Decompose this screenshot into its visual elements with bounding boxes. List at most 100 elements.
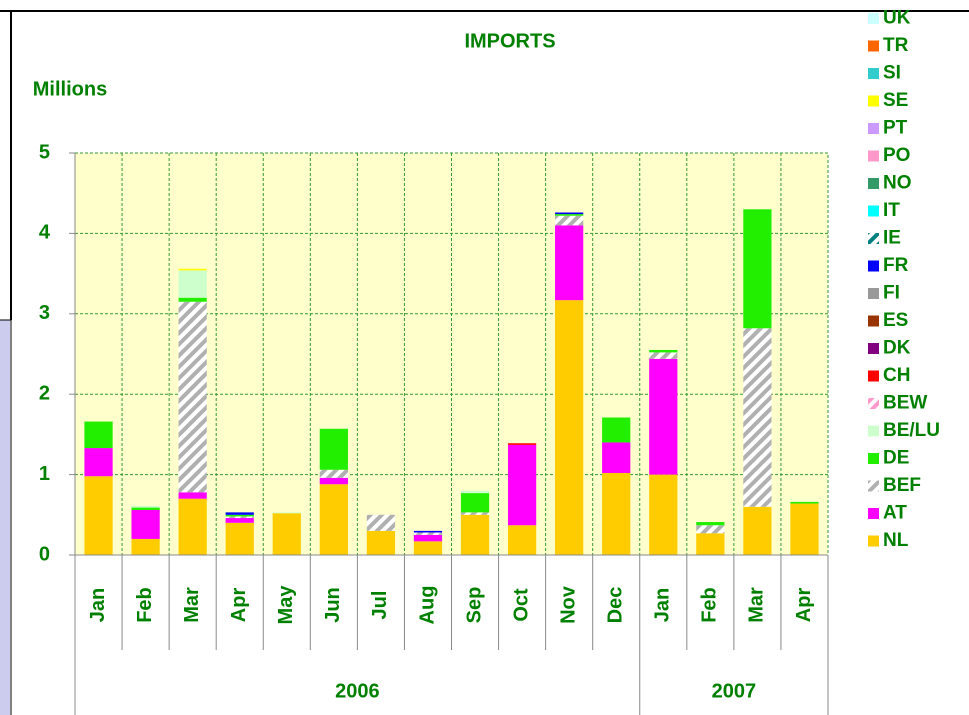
bar-segment (555, 212, 584, 215)
bar-segment (696, 522, 725, 526)
chart-title: IMPORTS (464, 30, 555, 52)
legend-label: BE/LU (883, 420, 940, 441)
x-tick-label: Mar (746, 587, 768, 623)
legend-swatch (868, 425, 879, 437)
x-tick-label: Nov (557, 585, 579, 624)
bar-segment (790, 503, 819, 555)
legend-swatch (868, 508, 879, 519)
bar-segment (131, 507, 160, 510)
bar-segment (743, 506, 772, 555)
legend-label: NL (883, 530, 909, 551)
legend-label: DK (883, 338, 911, 359)
bar-segment (460, 490, 490, 494)
bar-segment (743, 328, 772, 507)
legend-swatch (868, 343, 879, 354)
x-tick-label: Jan (652, 588, 674, 622)
bar-segment (649, 349, 678, 353)
legend-label: IT (883, 200, 900, 221)
bar-segment (272, 512, 301, 514)
bar-segment (649, 358, 678, 475)
bar-segment (460, 512, 490, 515)
legend-swatch (868, 13, 879, 24)
bar-segment (272, 513, 301, 555)
bar-segment (413, 530, 443, 533)
bar-segment (178, 301, 207, 493)
y-tick-label: 2 (39, 382, 50, 404)
bar-segment (178, 492, 207, 499)
legend-swatch (868, 68, 879, 79)
bar-segment (366, 514, 396, 531)
y-tick-label: 3 (39, 302, 50, 324)
legend-label: UK (883, 8, 911, 29)
legend-label: FR (883, 255, 909, 276)
bar-segment (696, 525, 725, 534)
bar-segment (413, 534, 443, 542)
side-panel (0, 320, 10, 715)
bar-segment (225, 516, 254, 519)
y-tick-label: 4 (39, 222, 51, 244)
x-tick-label: Feb (699, 587, 721, 623)
legend-swatch (868, 260, 879, 272)
x-tick-label: Apr (228, 588, 250, 623)
x-tick-label: Dec (605, 587, 627, 624)
x-tick-label: Apr (793, 588, 815, 623)
legend-swatch (868, 370, 879, 382)
y-tick-label: 0 (39, 543, 50, 565)
legend-label: PO (883, 145, 910, 166)
legend-label: SE (883, 90, 908, 111)
group-label: 2007 (712, 680, 757, 702)
legend-label: SI (883, 63, 901, 84)
bar-segment (507, 443, 537, 445)
bar-segment (131, 509, 160, 539)
bar-segment (649, 474, 678, 555)
y-tick-label: 1 (39, 463, 50, 485)
x-tick-label: Sep (463, 587, 485, 624)
x-tick-label: Mar (181, 587, 203, 623)
bar-segment (507, 444, 537, 526)
legend-swatch (868, 178, 879, 189)
bar-segment (84, 448, 113, 477)
legend-swatch (868, 95, 879, 107)
bar-segment (602, 417, 631, 443)
bar-segment (178, 297, 207, 302)
legend-swatch (868, 150, 879, 162)
legend-label: AT (883, 503, 907, 524)
bar-segment (84, 421, 113, 449)
bar-segment (413, 532, 443, 535)
legend-label: CH (883, 365, 910, 386)
bar-segment (131, 538, 160, 555)
bar-segment (555, 300, 584, 555)
x-tick-label: May (275, 585, 297, 625)
legend-label: BEW (883, 393, 927, 414)
legend-label: IE (883, 228, 901, 249)
x-tick-label: Jul (369, 591, 391, 620)
x-tick-label: Jan (87, 588, 109, 622)
bar-segment (225, 522, 254, 555)
legend-swatch (868, 398, 879, 409)
bar-segment (319, 469, 348, 478)
bar-segment (131, 505, 160, 508)
bar-segment (602, 472, 631, 555)
bar-segment (225, 518, 254, 523)
legend-swatch (868, 40, 879, 52)
bar-segment (225, 512, 254, 515)
bar-segment (319, 484, 348, 555)
bar-segment (649, 352, 678, 359)
bar-segment (743, 209, 772, 329)
legend-swatch (868, 453, 879, 464)
legend-label: NO (883, 173, 912, 194)
y-axis-label: Millions (33, 78, 107, 100)
x-tick-label: Oct (510, 588, 532, 622)
legend-swatch (868, 288, 879, 299)
bar-segment (225, 514, 254, 517)
x-tick-label: Aug (416, 586, 438, 625)
bar-segment (696, 533, 725, 555)
bar-segment (507, 525, 537, 555)
bar-segment (178, 268, 207, 271)
x-tick-label: Feb (134, 587, 156, 623)
group-label: 2006 (335, 680, 380, 702)
bar-segment (319, 428, 348, 470)
bar-segment (84, 476, 113, 555)
bar-segment (790, 501, 819, 504)
